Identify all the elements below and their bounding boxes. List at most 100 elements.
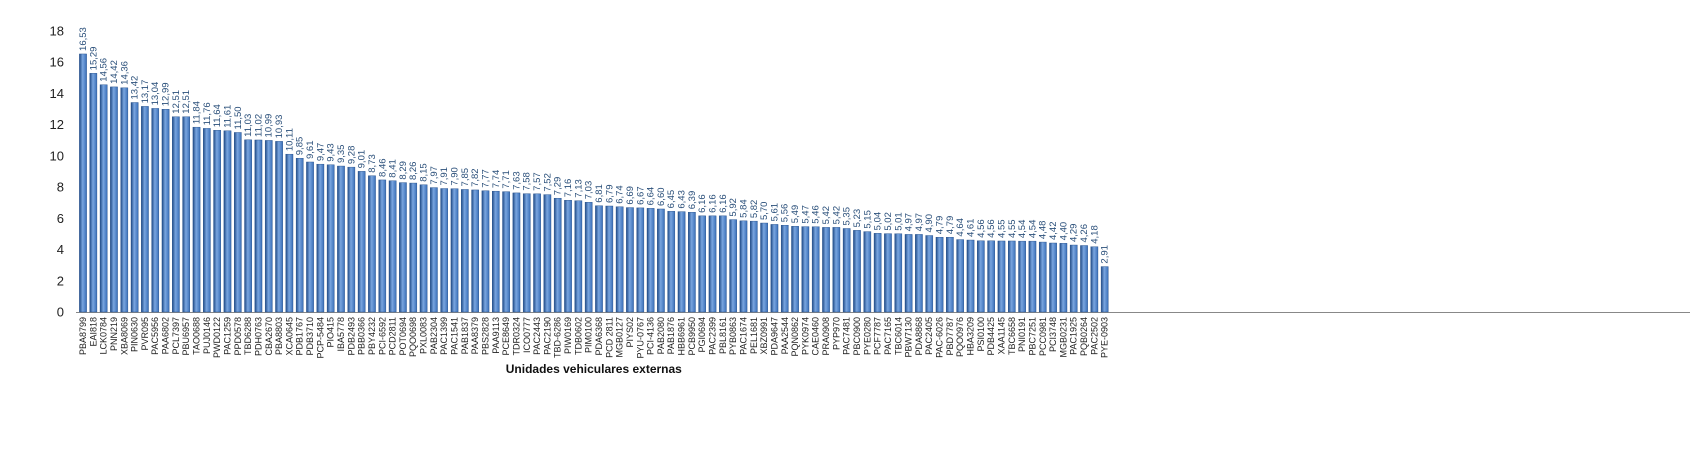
bar: [1069, 244, 1078, 313]
bar: [172, 116, 180, 313]
data-label: 5,84: [738, 199, 749, 218]
bar: [698, 215, 706, 313]
category-label: PDA6368: [594, 317, 604, 356]
bar: [708, 215, 717, 313]
category-label: TBC6014: [893, 317, 903, 355]
category-label: PQB0264: [1079, 317, 1089, 356]
data-label: 6,81: [594, 184, 605, 203]
bar: [378, 179, 387, 313]
category-label: CAE0460: [811, 317, 821, 356]
data-label: 4,26: [1079, 224, 1090, 243]
data-label: 13,42: [130, 76, 141, 100]
data-label: 15,29: [88, 47, 99, 71]
bar: [904, 234, 913, 313]
category-label: PIM0100: [584, 317, 594, 353]
data-label: 11,03: [243, 114, 254, 137]
data-label: 10,11: [284, 128, 295, 151]
category-label: MGB0127: [615, 317, 625, 358]
bar: [946, 237, 954, 313]
category-label: CBA2670: [264, 317, 274, 356]
category-label: PRA0908: [821, 317, 831, 356]
bar: [481, 190, 490, 313]
category-label: PBA8803: [274, 317, 284, 355]
bar: [337, 165, 345, 313]
bar: [440, 188, 449, 313]
bar: [233, 132, 242, 313]
category-label: PAC2405: [924, 317, 934, 355]
category-label: PVR095: [140, 317, 150, 351]
bar: [750, 220, 758, 313]
category-label: PBC0900: [852, 317, 862, 356]
data-label: 4,61: [966, 219, 977, 238]
category-label: PAB2304: [429, 317, 439, 354]
data-label: 5,49: [790, 205, 801, 224]
category-label: PIW0169: [563, 317, 573, 354]
data-label: 13,04: [150, 82, 161, 106]
data-label: 6,60: [656, 187, 667, 206]
category-label: PBB0366: [357, 317, 367, 355]
data-label: 6,64: [646, 187, 657, 206]
bar: [99, 84, 108, 313]
bar: [399, 182, 407, 313]
data-label: 11,64: [212, 104, 223, 127]
bar: [450, 188, 459, 313]
bar: [182, 116, 191, 313]
bar: [120, 87, 129, 313]
data-label: 6,39: [687, 191, 698, 210]
data-label: 4,55: [996, 219, 1007, 238]
data-label: 6,16: [718, 194, 729, 213]
x-axis-title: Unidades vehiculares externas: [506, 362, 682, 376]
category-label: XAA1145: [996, 317, 1006, 354]
category-label: PYK0974: [800, 317, 810, 355]
bar: [657, 208, 665, 313]
bar: [285, 153, 294, 313]
bar: [915, 234, 923, 313]
category-label: PUJ0146: [202, 317, 212, 354]
bar: [626, 207, 634, 313]
data-label: 7,57: [532, 172, 543, 191]
y-tick-label: 14: [50, 86, 64, 101]
data-label: 8,73: [367, 154, 378, 173]
category-label: PBW7130: [904, 317, 914, 358]
category-label: PAC7165: [883, 317, 893, 355]
data-label: 4,48: [1038, 221, 1049, 240]
data-label: 4,90: [924, 214, 935, 233]
category-label: TDR0324: [511, 317, 521, 356]
data-label: 12,51: [181, 90, 192, 114]
bar: [925, 235, 934, 313]
data-label: 13,17: [140, 80, 151, 104]
category-label: PIYS02: [625, 317, 635, 348]
category-label: PCI3748: [1048, 317, 1058, 352]
bar: [492, 190, 500, 313]
bar: [977, 240, 985, 313]
category-label: PDB4425: [986, 317, 996, 356]
category-label: PDH0763: [253, 317, 263, 356]
category-label: PCD 2811: [604, 317, 614, 358]
bar: [646, 208, 655, 313]
data-label: 6,69: [625, 186, 636, 205]
category-label: PEL1681: [749, 317, 759, 354]
bar: [141, 106, 149, 313]
category-label: PGI0694: [697, 317, 707, 353]
bar: [997, 240, 1006, 313]
data-label: 4,55: [1007, 219, 1018, 238]
category-label: PAC1674: [738, 317, 748, 355]
data-label: 7,85: [460, 168, 471, 187]
bar: [1080, 245, 1088, 313]
bar: [130, 102, 139, 313]
data-label: 7,58: [522, 172, 533, 191]
category-label: TBD-6286: [553, 317, 563, 358]
category-label: PSI0100: [976, 317, 986, 352]
bar: [316, 163, 325, 313]
category-label: TDB0602: [573, 317, 583, 355]
data-label: 9,01: [357, 150, 368, 169]
data-label: 12,99: [161, 82, 172, 106]
bar: [956, 239, 964, 313]
category-labels: PBA8799 EAI818 LCK0784 PNN219 XBA8069 PIN0630…: [78, 317, 1110, 359]
data-label: 7,91: [439, 167, 450, 186]
category-label: PAC2399: [708, 317, 718, 355]
bar: [1100, 266, 1109, 313]
category-label: PDA8868: [914, 317, 924, 356]
bar: [357, 171, 366, 313]
bar: [553, 197, 562, 313]
